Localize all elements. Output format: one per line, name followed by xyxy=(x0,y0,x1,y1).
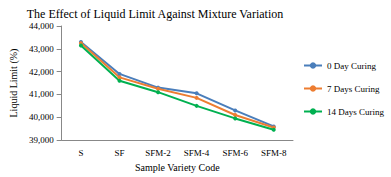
svg-text:43,000: 43,000 xyxy=(29,44,54,54)
svg-text:44,000: 44,000 xyxy=(29,21,54,31)
svg-text:0 Day Curing: 0 Day Curing xyxy=(327,61,376,71)
svg-text:The Effect of Liquid Limit Aga: The Effect of Liquid Limit Against Mixtu… xyxy=(27,7,284,21)
svg-text:14 Days Curing: 14 Days Curing xyxy=(327,107,384,117)
svg-text:Liquid Limit (%): Liquid Limit (%) xyxy=(8,49,20,118)
svg-text:SFM-4: SFM-4 xyxy=(184,148,210,158)
svg-text:S: S xyxy=(78,148,83,158)
svg-text:42,000: 42,000 xyxy=(29,67,54,77)
svg-text:SFM-2: SFM-2 xyxy=(145,148,171,158)
svg-text:Sample Variety Code: Sample Variety Code xyxy=(135,162,220,173)
svg-text:SFM-8: SFM-8 xyxy=(261,148,287,158)
svg-text:39,000: 39,000 xyxy=(29,135,54,145)
svg-text:7 Days Curing: 7 Days Curing xyxy=(327,84,380,94)
svg-text:SFM-6: SFM-6 xyxy=(222,148,248,158)
svg-text:SF: SF xyxy=(114,148,124,158)
svg-text:40,000: 40,000 xyxy=(29,112,54,122)
svg-text:41,000: 41,000 xyxy=(29,89,54,99)
